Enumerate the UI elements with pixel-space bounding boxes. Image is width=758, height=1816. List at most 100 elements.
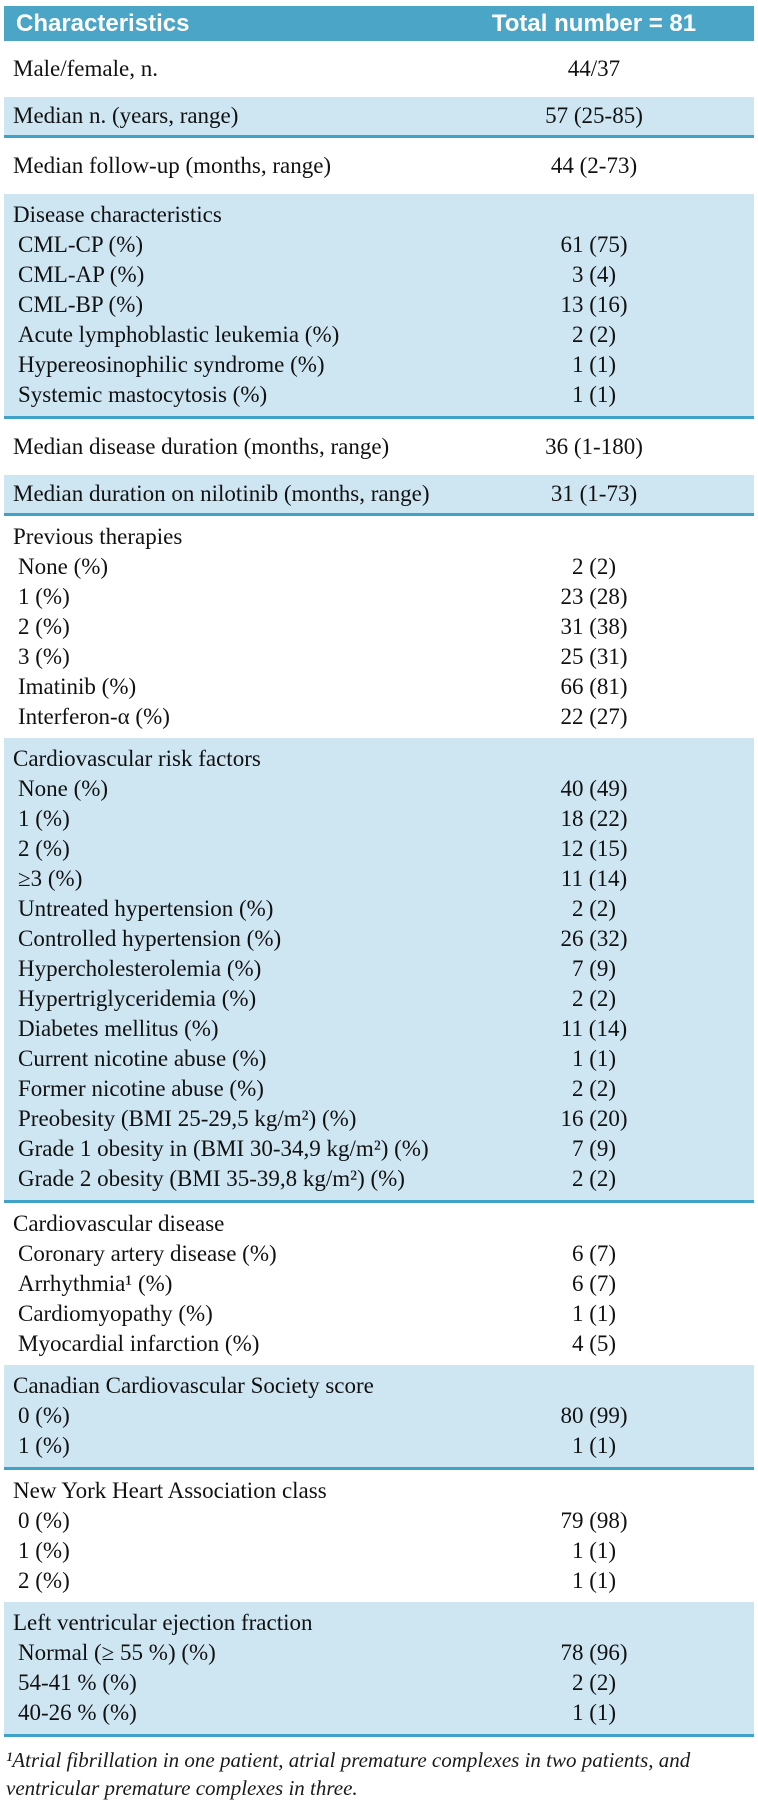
row-label: Median n. (years, range)	[13, 103, 239, 128]
row-label: Male/female, n.	[13, 56, 158, 81]
section-title: Disease characteristics	[13, 202, 222, 227]
section-title: New York Heart Association class	[13, 1478, 327, 1503]
section-title: Left ventricular ejection fraction	[13, 1610, 313, 1635]
row-label: Grade 2 obesity (BMI 35-39,8 kg/m²) (%)	[18, 1166, 405, 1191]
row-label: CML-CP (%)	[18, 232, 144, 257]
table-row: CML-AP (%) 3 (4)	[4, 260, 754, 290]
row-value: 4 (5)	[571, 1331, 617, 1356]
row-label: Preobesity (BMI 25-29,5 kg/m²) (%)	[18, 1106, 357, 1131]
row-label: None (%)	[18, 554, 109, 579]
row-value: 2 (2)	[571, 1166, 617, 1191]
row-value: 3 (4)	[571, 262, 617, 287]
table-row: 1 (%) 1 (1)	[4, 1431, 754, 1461]
table-row: 2 (%) 1 (1)	[4, 1566, 754, 1596]
table-section: Previous therapies None (%) 2 (2) 1 (%) 23 (…	[4, 516, 754, 738]
table-row: 54-41 % (%) 2 (2)	[4, 1668, 754, 1698]
row-label: Coronary artery disease (%)	[18, 1241, 277, 1266]
row-label: 0 (%)	[18, 1508, 70, 1533]
row-value: 25 (31)	[560, 644, 628, 669]
row-value: 1 (1)	[571, 1046, 617, 1071]
table-row: 2 (%) 31 (38)	[4, 612, 754, 642]
table-row: Male/female, n. 44/37	[4, 54, 754, 84]
row-label: Hypertriglyceridemia (%)	[18, 986, 257, 1011]
row-label: 3 (%)	[18, 644, 70, 669]
row-label: Interferon-α (%)	[18, 704, 170, 729]
row-value: 78 (96)	[560, 1640, 628, 1665]
table-row: Controlled hypertension (%) 26 (32)	[4, 924, 754, 954]
table-row: Former nicotine abuse (%) 2 (2)	[4, 1074, 754, 1104]
row-label: None (%)	[18, 776, 109, 801]
row-label: Cardiomyopathy (%)	[18, 1301, 213, 1326]
row-value: 1 (1)	[571, 1433, 617, 1458]
table-row: Cardiomyopathy (%) 1 (1)	[4, 1299, 754, 1329]
table-row: 3 (%) 25 (31)	[4, 642, 754, 672]
table-row: Disease characteristics	[4, 200, 754, 230]
table-row: Hypercholesterolemia (%) 7 (9)	[4, 954, 754, 984]
table-row: Systemic mastocytosis (%) 1 (1)	[4, 380, 754, 410]
row-label: Hypercholesterolemia (%)	[18, 956, 262, 981]
row-value: 7 (9)	[571, 956, 617, 981]
section-title: Previous therapies	[13, 524, 183, 549]
table-single-row: Median disease duration (months, range) 3…	[4, 419, 754, 475]
row-label: Median disease duration (months, range)	[13, 434, 390, 459]
row-label: Acute lymphoblastic leukemia (%)	[18, 322, 340, 347]
row-value: 44 (2-73)	[550, 153, 638, 178]
row-label: Normal (≥ 55 %) (%)	[18, 1640, 216, 1665]
row-value: 16 (20)	[560, 1106, 628, 1131]
row-label: 1 (%)	[18, 584, 70, 609]
row-label: Untreated hypertension (%)	[18, 896, 274, 921]
table-row: 1 (%) 23 (28)	[4, 582, 754, 612]
table-row: Acute lymphoblastic leukemia (%) 2 (2)	[4, 320, 754, 350]
table-single-row: Male/female, n. 44/37	[4, 41, 754, 97]
table-row: Median follow-up (months, range) 44 (2-73…	[4, 151, 754, 181]
row-value: 23 (28)	[560, 584, 628, 609]
row-value: 2 (2)	[571, 1670, 617, 1695]
row-value: 36 (1-180)	[545, 434, 643, 459]
section-title: Cardiovascular disease	[13, 1211, 225, 1236]
row-label: 1 (%)	[18, 1433, 70, 1458]
table-row: Median n. (years, range) 57 (25-85)	[4, 101, 754, 131]
row-value: 22 (27)	[560, 704, 628, 729]
row-label: CML-BP (%)	[18, 292, 144, 317]
row-value: 57 (25-85)	[545, 103, 643, 128]
table-section: Canadian Cardiovascular Society score 0 (…	[4, 1365, 754, 1470]
row-value: 31 (1-73)	[550, 481, 638, 506]
table-row: Hypereosinophilic syndrome (%) 1 (1)	[4, 350, 754, 380]
row-label: Current nicotine abuse (%)	[18, 1046, 267, 1071]
row-label: Controlled hypertension (%)	[18, 926, 282, 951]
row-value: 40 (49)	[560, 776, 628, 801]
table-row: ≥3 (%) 11 (14)	[4, 864, 754, 894]
table-single-row: Median n. (years, range) 57 (25-85)	[4, 97, 754, 138]
table-row: Interferon-α (%) 22 (27)	[4, 702, 754, 732]
row-label: Imatinib (%)	[18, 674, 137, 699]
table-body: Male/female, n. 44/37 Median n. (years, ra…	[4, 41, 754, 1737]
row-value: 26 (32)	[560, 926, 628, 951]
table-row: Left ventricular ejection fraction	[4, 1608, 754, 1638]
section-title: Canadian Cardiovascular Society score	[13, 1373, 374, 1398]
table-row: CML-CP (%) 61 (75)	[4, 230, 754, 260]
table-section: New York Heart Association class 0 (%) 79 …	[4, 1470, 754, 1602]
row-label: 0 (%)	[18, 1403, 70, 1428]
row-label: Median follow-up (months, range)	[13, 153, 332, 178]
row-value: 66 (81)	[560, 674, 628, 699]
table-row: 0 (%) 79 (98)	[4, 1506, 754, 1536]
row-label: CML-AP (%)	[18, 262, 145, 287]
row-value: 1 (1)	[571, 1301, 617, 1326]
row-value: 2 (2)	[571, 322, 617, 347]
row-value: 79 (98)	[560, 1508, 628, 1533]
row-value: 1 (1)	[571, 1538, 617, 1563]
table-section: Cardiovascular risk factors None (%) 40 (4…	[4, 738, 754, 1203]
table-row: Cardiovascular disease	[4, 1209, 754, 1239]
row-value: 1 (1)	[571, 1700, 617, 1725]
row-value: 80 (99)	[560, 1403, 628, 1428]
table-header-row: Characteristics Total number = 81	[4, 6, 754, 41]
row-label: Median duration on nilotinib (months, ra…	[13, 481, 430, 506]
table-row: Grade 2 obesity (BMI 35-39,8 kg/m²) (%) 2…	[4, 1164, 754, 1194]
table-row: Previous therapies	[4, 522, 754, 552]
section-title: Cardiovascular risk factors	[13, 746, 261, 771]
row-value: 2 (2)	[571, 986, 617, 1011]
row-value: 44/37	[567, 56, 621, 81]
table-row: Normal (≥ 55 %) (%) 78 (96)	[4, 1638, 754, 1668]
table-row: Myocardial infarction (%) 4 (5)	[4, 1329, 754, 1359]
row-value: 11 (14)	[560, 1016, 628, 1041]
